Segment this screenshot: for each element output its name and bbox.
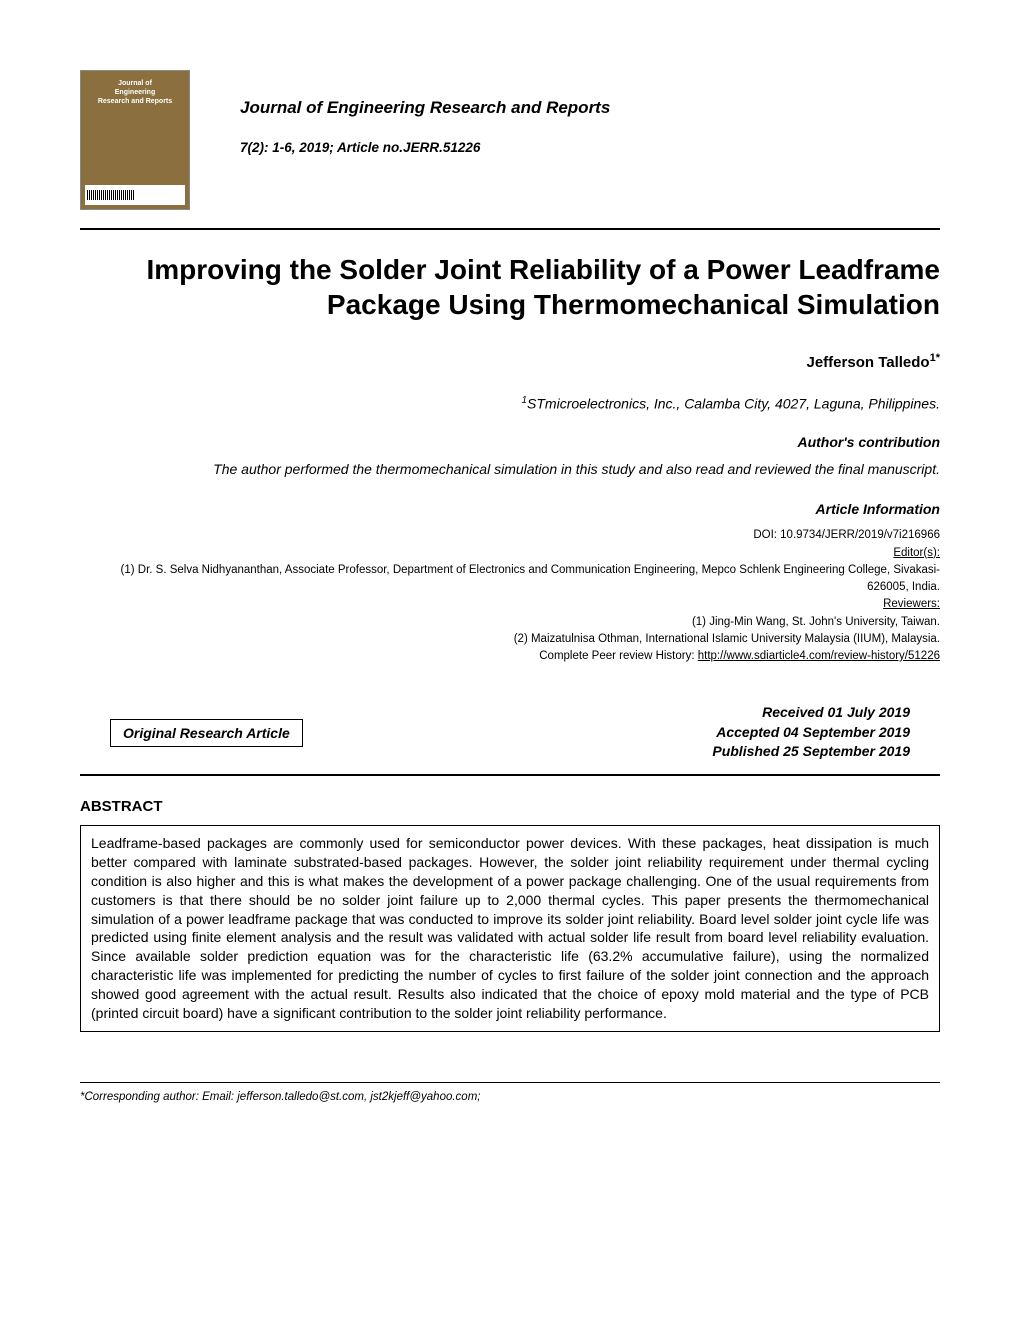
journal-cover-thumbnail: Journal of Engineering Research and Repo…	[80, 70, 190, 210]
doi-text: DOI: 10.9734/JERR/2019/v7i216966	[80, 527, 940, 544]
article-info-block: DOI: 10.9734/JERR/2019/v7i216966 Editor(…	[80, 527, 940, 665]
peer-review-link[interactable]: http://www.sdiarticle4.com/review-histor…	[698, 650, 940, 662]
contribution-text: The author performed the thermomechanica…	[80, 460, 940, 480]
header-divider	[80, 228, 940, 230]
author-affiliation: 1STmicroelectronics, Inc., Calamba City,…	[80, 395, 940, 412]
cover-title: Journal of Engineering Research and Repo…	[85, 79, 185, 106]
reviewers-label: Reviewers:	[80, 596, 940, 613]
received-date: Received 01 July 2019	[712, 703, 910, 723]
header-row: Journal of Engineering Research and Repo…	[80, 70, 940, 210]
article-info-label: Article Information	[80, 501, 940, 517]
dates-divider	[80, 774, 940, 776]
cover-barcode	[85, 185, 185, 205]
editor-text: (1) Dr. S. Selva Nidhyananthan, Associat…	[80, 562, 940, 597]
cover-title-line: Engineering	[85, 88, 185, 97]
published-date: Published 25 September 2019	[712, 742, 910, 762]
abstract-text: Leadframe-based packages are commonly us…	[91, 835, 929, 1021]
affiliation-text: STmicroelectronics, Inc., Calamba City, …	[527, 396, 940, 412]
dates-row: Original Research Article Received 01 Ju…	[80, 703, 940, 762]
author-name: Jefferson Talledo1*	[80, 352, 940, 371]
reviewer-text: (1) Jing-Min Wang, St. John's University…	[80, 614, 940, 631]
peer-review-prefix: Complete Peer review History:	[539, 650, 698, 662]
reviewer-text: (2) Maizatulnisa Othman, International I…	[80, 631, 940, 648]
contribution-label: Author's contribution	[80, 434, 940, 450]
journal-info: Journal of Engineering Research and Repo…	[240, 70, 940, 155]
author-sup: 1*	[930, 352, 940, 364]
journal-name: Journal of Engineering Research and Repo…	[240, 98, 940, 118]
author-name-text: Jefferson Talledo	[807, 354, 930, 371]
peer-review-line: Complete Peer review History: http://www…	[80, 648, 940, 665]
article-reference: 7(2): 1-6, 2019; Article no.JERR.51226	[240, 140, 940, 155]
paper-title: Improving the Solder Joint Reliability o…	[80, 252, 940, 322]
article-type-badge: Original Research Article	[110, 719, 303, 747]
barcode-lines	[87, 190, 135, 200]
cover-title-line: Research and Reports	[85, 97, 185, 106]
cover-title-line: Journal of	[85, 79, 185, 88]
abstract-heading: ABSTRACT	[80, 798, 940, 815]
dates-block: Received 01 July 2019 Accepted 04 Septem…	[712, 703, 910, 762]
editors-label: Editor(s):	[80, 545, 940, 562]
footer-divider	[80, 1082, 940, 1083]
accepted-date: Accepted 04 September 2019	[712, 723, 910, 743]
corresponding-author-footer: *Corresponding author: Email: jefferson.…	[80, 1091, 940, 1103]
abstract-box: Leadframe-based packages are commonly us…	[80, 825, 940, 1032]
